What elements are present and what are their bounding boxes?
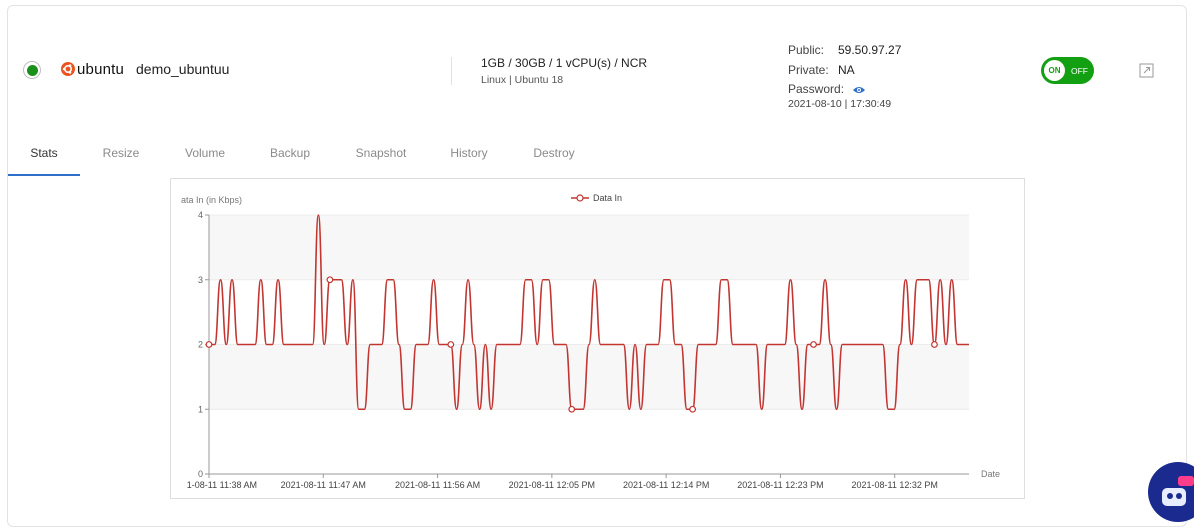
tab-resize[interactable]: Resize [102, 146, 140, 160]
x-tick-label: 1-08-11 11:38 AM [187, 480, 257, 490]
x-tick-label: 2021-08-11 12:05 PM [509, 480, 595, 490]
ubuntu-logo-icon [61, 62, 75, 76]
toggle-off-label: OFF [1071, 65, 1088, 76]
legend[interactable]: Data In [571, 193, 622, 203]
tab-snapshot[interactable]: Snapshot [355, 146, 407, 160]
robot-icon [1162, 476, 1194, 506]
private-ip: NA [838, 62, 855, 77]
toggle-on-label: ON [1044, 60, 1065, 81]
tab-stats[interactable]: Stats [8, 141, 80, 176]
data-point[interactable] [326, 276, 334, 284]
expand-icon[interactable] [1139, 63, 1154, 78]
x-tick-label: 2021-08-11 12:14 PM [623, 480, 709, 490]
y-axis-label: ata In (in Kbps) [181, 195, 242, 205]
server-spec: 1GB / 30GB / 1 vCPU(s) / NCR [481, 56, 648, 70]
status-indicator [23, 61, 41, 79]
band-1-2 [209, 345, 969, 410]
public-ip: 59.50.97.27 [838, 43, 902, 57]
data-point[interactable] [931, 341, 938, 348]
divider [451, 57, 452, 85]
y-tick-label: 2 [198, 340, 203, 350]
x-tick-label: 2021-08-11 11:56 AM [395, 480, 480, 490]
y-tick-labels: 0 1 2 3 4 [198, 210, 209, 479]
created-timestamp: 2021-08-10 | 17:30:49 [788, 98, 892, 110]
x-tick-labels: 1-08-11 11:38 AM 2021-08-11 11:47 AM 2021-… [187, 474, 938, 490]
x-tick-label: 2021-08-11 12:32 PM [852, 480, 938, 490]
public-ip-label: Public: [788, 43, 825, 57]
band-3-4 [209, 215, 969, 280]
server-os: Linux | Ubuntu 18 [481, 74, 564, 86]
legend-label: Data In [593, 193, 622, 203]
x-tick-label: 2021-08-11 12:23 PM [737, 480, 823, 490]
data-point[interactable] [810, 341, 817, 348]
data-point[interactable] [689, 405, 697, 413]
series-markers [205, 276, 938, 413]
y-tick-label: 4 [198, 210, 203, 220]
ip-info: Public: 59.50.97.27 Private: NA Password: [788, 41, 901, 100]
data-point[interactable] [447, 341, 455, 348]
chat-bot-button[interactable] [1148, 462, 1194, 522]
tab-destroy[interactable]: Destroy [533, 146, 575, 160]
private-ip-label: Private: [788, 62, 829, 77]
data-in-chart: 0 1 2 3 4 1-08-11 11:38 AM 2021-08-11 11:47 A… [170, 178, 1025, 499]
x-axis-label: Date [981, 469, 1000, 479]
server-name: demo_ubuntuu [136, 61, 230, 77]
os-brand: ubuntu [77, 61, 125, 78]
data-point[interactable] [568, 405, 576, 413]
status-dot-icon [26, 64, 38, 76]
data-point[interactable] [205, 341, 213, 348]
chart-svg: 0 1 2 3 4 1-08-11 11:38 AM 2021-08-11 11:47 A… [181, 193, 1000, 490]
power-toggle[interactable]: ON OFF [1041, 57, 1094, 84]
eye-icon[interactable] [852, 85, 866, 95]
y-tick-label: 3 [198, 275, 203, 285]
tab-bar: Stats Resize Volume Backup Snapshot Hist… [8, 141, 1178, 176]
password-label: Password: [788, 82, 845, 96]
tab-volume[interactable]: Volume [184, 146, 226, 160]
y-tick-label: 1 [198, 404, 203, 414]
legend-marker [576, 194, 584, 202]
y-tick-label: 0 [198, 469, 203, 479]
x-tick-label: 2021-08-11 11:47 AM [281, 480, 366, 490]
tab-history[interactable]: History [450, 146, 488, 160]
tab-backup[interactable]: Backup [269, 146, 311, 160]
